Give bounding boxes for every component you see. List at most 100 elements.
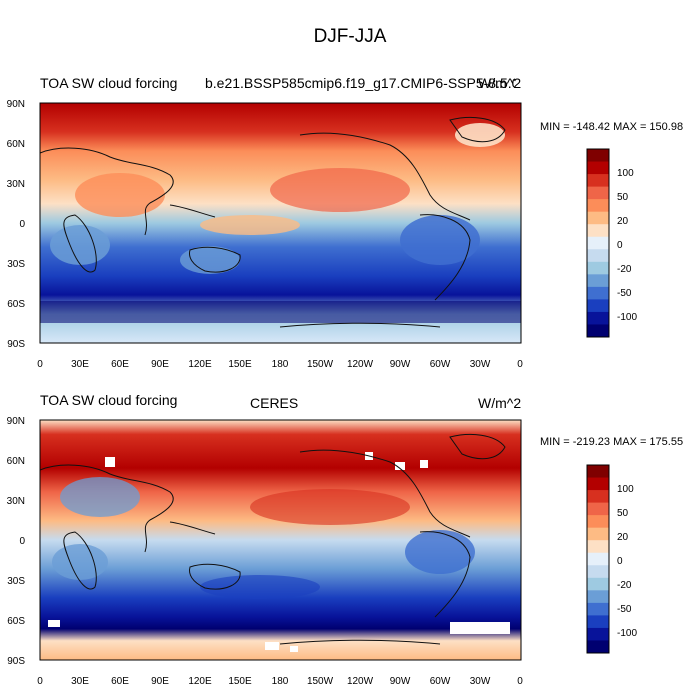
- colorbar-swatch: [587, 590, 609, 604]
- lon-tick-label: 60W: [430, 676, 451, 687]
- colorbar-swatch: [587, 261, 609, 275]
- lon-tick-label: 180: [272, 676, 289, 687]
- colorbar-tick-label: -50: [617, 604, 632, 615]
- lon-tick-label: 0: [37, 359, 43, 370]
- colorbar-tick-label: 100: [617, 484, 634, 495]
- colorbar-swatch: [587, 186, 609, 200]
- lat-tick-label: 60S: [7, 616, 25, 627]
- panel2-frame: [39, 419, 522, 661]
- lon-tick-label: 150W: [307, 676, 334, 687]
- colorbar-swatch: [587, 286, 609, 300]
- colorbar-swatch: [587, 311, 609, 325]
- colorbar-swatch: [587, 174, 609, 188]
- lat-tick-label: 30S: [7, 576, 25, 587]
- colorbar-swatch: [587, 236, 609, 250]
- colorbar-swatch: [587, 211, 609, 225]
- lat-tick-label: 90N: [7, 416, 25, 427]
- panel1-center-title: b.e21.BSSP585cmip6.f19_g17.CMIP6-SSP5-8.…: [205, 75, 515, 91]
- colorbar-swatch: [587, 490, 609, 504]
- colorbar-tick-label: 50: [617, 508, 629, 519]
- lat-tick-label: 90S: [7, 656, 25, 667]
- lon-tick-label: 60E: [111, 359, 129, 370]
- panel2-minmax: MIN = -219.23 MAX = 175.55: [540, 436, 684, 448]
- colorbar-tick-label: -50: [617, 288, 632, 299]
- panel2-left-title: TOA SW cloud forcing: [40, 392, 178, 408]
- panel1-plot-area: [39, 102, 522, 344]
- colorbar-swatch: [587, 249, 609, 263]
- panel1-coastlines: [40, 117, 506, 328]
- panel1-left-title: TOA SW cloud forcing: [40, 75, 178, 91]
- panel2-lat-axis: 90N 60N 30N 0 30S 60S 90S: [7, 416, 26, 667]
- lon-tick-label: 60W: [430, 359, 451, 370]
- lon-tick-label: 120W: [347, 359, 374, 370]
- colorbar-swatch: [587, 299, 609, 313]
- lon-tick-label: 150W: [307, 359, 334, 370]
- colorbar-swatch: [587, 274, 609, 288]
- lon-tick-label: 90W: [390, 359, 411, 370]
- panel2-colorbar: 100 50 20 0 -20 -50 -100: [586, 464, 637, 654]
- colorbar-tick-label: -20: [617, 264, 632, 275]
- lon-tick-label: 30E: [71, 676, 89, 687]
- colorbar-tick-label: -100: [617, 628, 637, 639]
- lon-tick-label: 0: [517, 676, 523, 687]
- colorbar-swatch: [587, 477, 609, 491]
- lon-tick-label: 150E: [228, 676, 252, 687]
- panel2-units: W/m^2: [478, 395, 522, 411]
- lat-tick-label: 60S: [7, 299, 25, 310]
- colorbar-blocks: [587, 465, 609, 654]
- panel1-lon-axis: 0 30E 60E 90E 120E 150E 180 150W 120W 90…: [37, 359, 523, 370]
- colorbar-swatch: [587, 502, 609, 516]
- lon-tick-label: 120W: [347, 676, 374, 687]
- panel2-center-title: CERES: [250, 395, 299, 411]
- colorbar-swatch: [587, 324, 609, 338]
- panel2-map: 90N 60N 30N 0 30S 60S 90S 0 30E 60E 90E …: [7, 416, 524, 687]
- lon-tick-label: 30W: [470, 676, 491, 687]
- panel2-plot-area: [39, 419, 522, 661]
- lat-tick-label: 30N: [7, 179, 25, 190]
- lat-tick-label: 90S: [7, 339, 25, 350]
- lon-tick-label: 30E: [71, 359, 89, 370]
- colorbar-swatch: [587, 640, 609, 654]
- colorbar-swatch: [587, 199, 609, 213]
- lat-tick-label: 0: [19, 219, 25, 230]
- colorbar-swatch: [587, 565, 609, 579]
- colorbar-swatch: [587, 224, 609, 238]
- lon-tick-label: 0: [517, 359, 523, 370]
- colorbar-swatch: [587, 540, 609, 554]
- panel1-map: 90N 60N 30N 0 30S 60S 90S 0 30E 60E 90E …: [7, 99, 524, 370]
- colorbar-swatch: [587, 465, 609, 479]
- colorbar-swatch: [587, 527, 609, 541]
- colorbar-blocks: [587, 149, 609, 338]
- lon-tick-label: 180: [272, 359, 289, 370]
- colorbar-tick-label: 20: [617, 532, 629, 543]
- colorbar-tick-label: 20: [617, 216, 629, 227]
- colorbar-tick-label: 0: [617, 240, 623, 251]
- lat-tick-label: 30N: [7, 496, 25, 507]
- lon-tick-label: 30W: [470, 359, 491, 370]
- colorbar-swatch: [587, 552, 609, 566]
- lat-tick-label: 60N: [7, 456, 25, 467]
- figure-title: DJF-JJA: [313, 26, 387, 47]
- panel1-minmax: MIN = -148.42 MAX = 150.98: [540, 121, 684, 133]
- colorbar-swatch: [587, 627, 609, 641]
- colorbar-tick-label: 0: [617, 556, 623, 567]
- lat-tick-label: 0: [19, 536, 25, 547]
- lon-tick-label: 0: [37, 676, 43, 687]
- lon-tick-label: 120E: [188, 359, 212, 370]
- panel1-field-features: [40, 123, 521, 323]
- colorbar-swatch: [587, 149, 609, 163]
- panel2-lon-axis: 0 30E 60E 90E 120E 150E 180 150W 120W 90…: [37, 676, 523, 687]
- panel1-lat-axis: 90N 60N 30N 0 30S 60S 90S: [7, 99, 26, 350]
- lat-tick-label: 60N: [7, 139, 25, 150]
- colorbar-swatch: [587, 515, 609, 529]
- lon-tick-label: 60E: [111, 676, 129, 687]
- colorbar-tick-label: -20: [617, 580, 632, 591]
- colorbar-tick-label: 100: [617, 168, 634, 179]
- colorbar-tick-label: 50: [617, 192, 629, 203]
- panel1-colorbar: 100 50 20 0 -20 -50 -100: [586, 148, 637, 338]
- colorbar-swatch: [587, 161, 609, 175]
- lon-tick-label: 90E: [151, 676, 169, 687]
- lat-tick-label: 30S: [7, 259, 25, 270]
- colorbar-tick-label: -100: [617, 312, 637, 323]
- colorbar-swatch: [587, 615, 609, 629]
